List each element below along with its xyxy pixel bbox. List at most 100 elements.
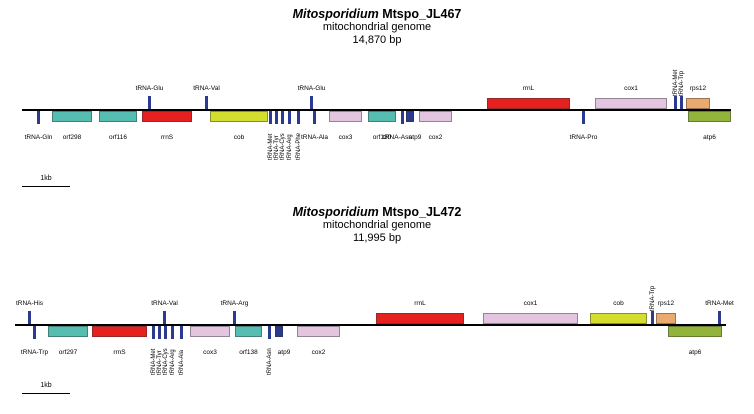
gene-label: atp6 [703,134,716,141]
genome-subtitle: mitochondrial genome [322,21,432,33]
gene-label: cox1 [624,85,638,92]
gene-label: orf138 [239,349,258,356]
genome-name-genus: Mitosporidium [292,205,379,219]
genome-size: 14,870 bp [352,34,402,46]
genome-subtitle: mitochondrial genome [322,219,432,231]
genome-name-strain: Mtspo_JL472 [378,205,462,219]
trna-tick [651,311,654,324]
gene-box-cox1 [483,313,578,324]
trna-label: tRNA-Val [193,85,220,92]
trna-label: tRNA-Trp [20,349,49,356]
gene-box-rps12 [686,98,710,109]
trna-tick [582,111,585,124]
trna-tick [281,111,284,124]
gene-box-rrnL [487,98,570,109]
trna-label: tRNA-Val [151,300,178,307]
trna-tick [171,326,174,339]
gene-label: rrnS [113,349,126,356]
gene-label: orf298 [62,134,82,141]
gene-label: cob [233,134,245,141]
genome-axis-line [15,324,726,326]
gene-label: atp6 [688,349,702,356]
trna-label: tRNA-His [15,300,44,307]
gene-label: orf297 [58,349,78,356]
genome-size: 11,995 bp [352,232,402,244]
gene-box-atp9 [275,326,283,337]
trna-label: tRNA-Arg [170,349,176,375]
gene-label: cob [613,300,624,307]
genome-name-genus: Mitosporidium [292,7,379,21]
trna-tick [718,311,721,324]
gene-box-atp6 [688,111,731,122]
gene-label: atp9 [408,134,422,141]
genome-name: Mitosporidium Mtspo_JL467 [0,8,754,21]
gene-label: atp9 [277,349,291,356]
gene-box-orf138 [235,326,262,337]
trna-tick [680,96,683,109]
gene-box-atp6 [668,326,722,337]
trna-tick [164,326,167,339]
trna-tick [205,96,208,109]
gene-box-cob [210,111,268,122]
trna-tick [268,326,271,339]
genome-title-block: Mitosporidium Mtspo_JL467 mitochondrial g… [0,8,754,47]
trna-tick [37,111,40,124]
trna-label: tRNA-Pro [569,134,598,141]
trna-tick [401,111,404,124]
scalebar-line [22,186,70,187]
trna-tick [275,111,278,124]
trna-tick [33,326,36,339]
gene-box-cox2 [419,111,452,122]
genome-title-block: Mitosporidium Mtspo_JL472 mitochondrial g… [0,206,754,245]
gene-label: orf116 [109,134,127,141]
trna-tick [297,111,300,124]
gene-label: rps12 [657,300,675,307]
gene-label: orf130 [372,134,392,141]
trna-label: tRNA-Met [705,300,734,307]
gene-box-rrnL [376,313,464,324]
gene-label: cox1 [523,300,538,307]
gene-label: cox2 [428,134,443,141]
genome-axis-line [22,109,731,111]
scalebar-label: 1kb [40,175,52,182]
trna-tick [28,311,31,324]
trna-tick [158,326,161,339]
gene-label: rrnS [160,134,174,141]
trna-tick [180,326,183,339]
gene-label: cox3 [203,349,217,356]
trna-tick [152,326,155,339]
trna-tick [233,311,236,324]
gene-label: cox3 [338,134,353,141]
trna-tick [148,96,151,109]
gene-box-rrnS [142,111,192,122]
trna-tick [269,111,272,124]
genome-name-strain: Mtspo_JL467 [378,7,462,21]
trna-tick [313,111,316,124]
trna-tick [288,111,291,124]
gene-box-cox2 [297,326,340,337]
gene-box-orf297 [48,326,88,337]
trna-tick [163,311,166,324]
trna-tick [310,96,313,109]
gene-label: rrnL [414,300,426,307]
gene-label: rps12 [689,85,707,92]
gene-box-orf130 [368,111,396,122]
trna-label: tRNA-Gln [24,134,53,141]
trna-label: tRNA-Ala [300,134,329,141]
gene-box-cox3 [329,111,362,122]
trna-label: tRNA-Glu [135,85,164,92]
gene-box-orf116 [99,111,137,122]
gene-box-rrnS [92,326,147,337]
trna-tick [674,96,677,109]
scalebar-line [22,393,70,394]
gene-box-cox3 [190,326,230,337]
gene-label: rrnL [522,85,535,92]
gene-box-atp9 [406,111,414,122]
scalebar-label: 1kb [40,382,52,389]
gene-box-cob [590,313,647,324]
trna-label: tRNA-Ala [179,349,185,375]
trna-label: tRNA-Asn [383,134,412,141]
gene-label: cox2 [311,349,326,356]
gene-box-cox1 [595,98,667,109]
